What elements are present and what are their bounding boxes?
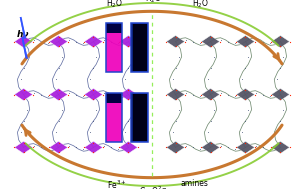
- Text: Cr$_2$O$_7^{2-}$: Cr$_2$O$_7^{2-}$: [139, 184, 168, 189]
- Polygon shape: [14, 141, 33, 153]
- Polygon shape: [201, 88, 219, 101]
- Bar: [132, 93, 147, 141]
- Polygon shape: [201, 141, 219, 153]
- Polygon shape: [201, 36, 219, 48]
- Text: H$_2$O: H$_2$O: [105, 0, 123, 10]
- Bar: [132, 23, 147, 71]
- Polygon shape: [84, 36, 103, 48]
- Polygon shape: [49, 36, 67, 48]
- Bar: [105, 93, 122, 142]
- Polygon shape: [14, 88, 33, 101]
- Polygon shape: [236, 36, 254, 48]
- Text: H$_2$O: H$_2$O: [145, 0, 162, 5]
- Polygon shape: [49, 141, 67, 153]
- Bar: [105, 93, 122, 103]
- Polygon shape: [271, 88, 289, 101]
- Polygon shape: [167, 88, 185, 101]
- Bar: [105, 93, 122, 142]
- Polygon shape: [84, 88, 103, 101]
- Polygon shape: [84, 141, 103, 153]
- Bar: [131, 93, 148, 142]
- Polygon shape: [236, 141, 254, 153]
- Polygon shape: [271, 36, 289, 48]
- Polygon shape: [119, 36, 137, 48]
- Bar: [105, 23, 122, 33]
- Bar: [131, 93, 148, 142]
- Polygon shape: [236, 88, 254, 101]
- Polygon shape: [119, 88, 137, 101]
- Text: Fe$^{3+}$: Fe$^{3+}$: [107, 179, 127, 189]
- Polygon shape: [20, 17, 28, 59]
- Bar: [131, 23, 148, 72]
- Text: amines: amines: [180, 179, 208, 188]
- Text: hν: hν: [17, 30, 29, 40]
- Polygon shape: [167, 36, 185, 48]
- Polygon shape: [271, 141, 289, 153]
- Polygon shape: [14, 36, 33, 48]
- Text: H$_2$O: H$_2$O: [192, 0, 209, 10]
- Polygon shape: [119, 141, 137, 153]
- Bar: [105, 23, 122, 72]
- Polygon shape: [49, 88, 67, 101]
- Bar: [105, 23, 122, 72]
- Polygon shape: [167, 141, 185, 153]
- Bar: [131, 23, 148, 72]
